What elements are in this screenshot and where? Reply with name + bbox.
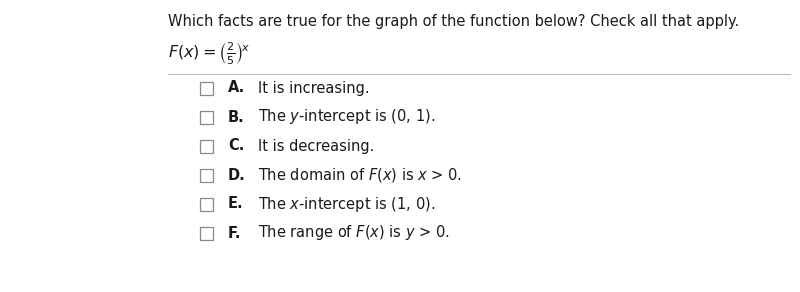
FancyBboxPatch shape: [200, 110, 213, 124]
Text: B.: B.: [228, 110, 245, 124]
Text: F.: F.: [228, 225, 242, 241]
FancyBboxPatch shape: [200, 81, 213, 95]
Text: The $x$-intercept is (1, 0).: The $x$-intercept is (1, 0).: [258, 194, 435, 213]
Text: It is increasing.: It is increasing.: [258, 81, 370, 95]
Text: The range of $F(x)$ is $y$ > 0.: The range of $F(x)$ is $y$ > 0.: [258, 223, 450, 242]
FancyBboxPatch shape: [200, 168, 213, 182]
Text: Which facts are true for the graph of the function below? Check all that apply.: Which facts are true for the graph of th…: [168, 14, 739, 29]
Text: D.: D.: [228, 168, 246, 182]
FancyBboxPatch shape: [200, 197, 213, 211]
Text: A.: A.: [228, 81, 246, 95]
FancyBboxPatch shape: [200, 227, 213, 239]
Text: The domain of $F(x)$ is $x$ > 0.: The domain of $F(x)$ is $x$ > 0.: [258, 166, 462, 184]
Text: C.: C.: [228, 138, 244, 154]
FancyBboxPatch shape: [200, 140, 213, 152]
Text: E.: E.: [228, 197, 244, 211]
Text: The $y$-intercept is (0, 1).: The $y$-intercept is (0, 1).: [258, 107, 435, 126]
Text: It is decreasing.: It is decreasing.: [258, 138, 374, 154]
Text: $F(x)=\left(\frac{2}{5}\right)^{\!x}$: $F(x)=\left(\frac{2}{5}\right)^{\!x}$: [168, 40, 250, 66]
